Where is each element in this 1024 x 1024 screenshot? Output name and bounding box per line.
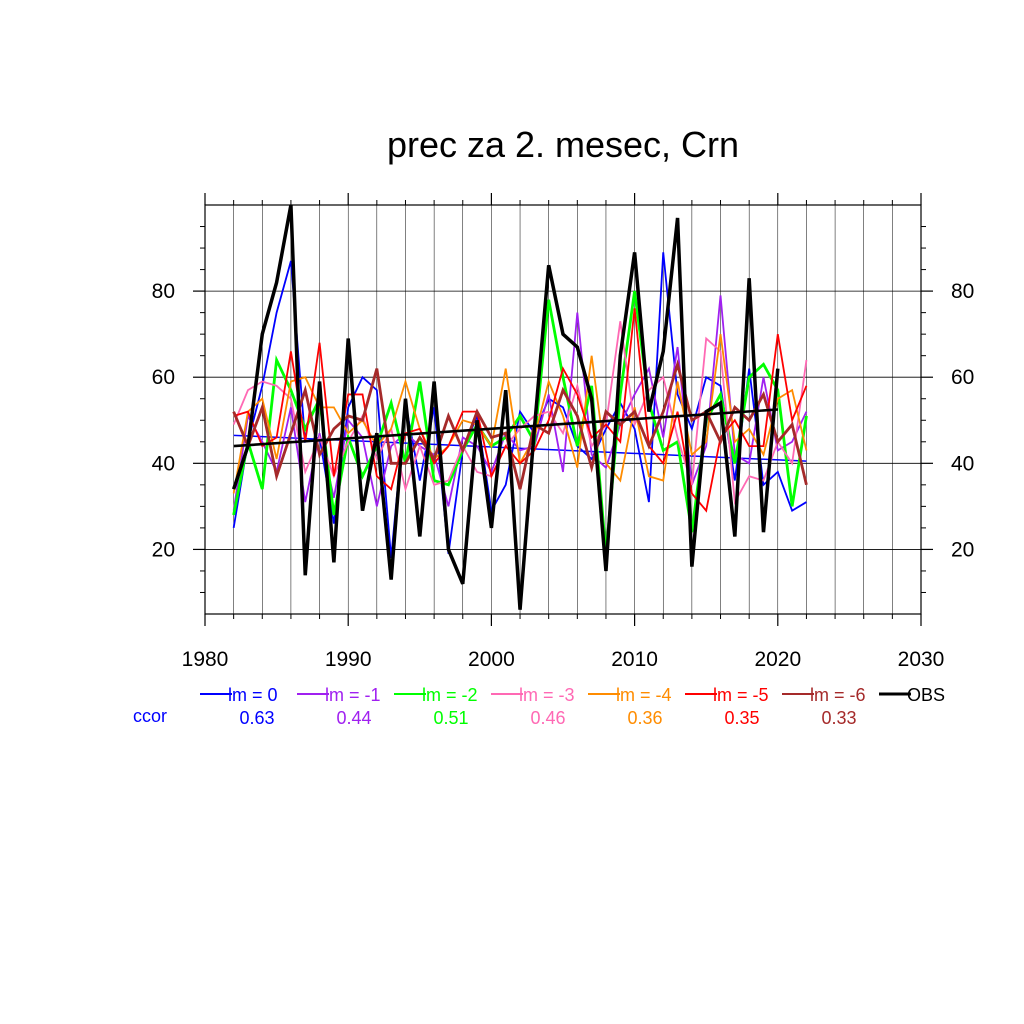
- x-tick-label: 2020: [754, 648, 801, 671]
- legend-label: OBS: [907, 685, 945, 705]
- x-tick-label: 2030: [898, 648, 945, 671]
- ccor-value: 0.51: [433, 708, 468, 728]
- legend-label: lm = -5: [713, 685, 769, 705]
- legend-label: lm = -3: [519, 685, 575, 705]
- y-tick-label: 20: [951, 538, 974, 561]
- chart-title: prec za 2. mesec, Crn: [387, 124, 739, 165]
- y-tick-label: 60: [951, 366, 974, 389]
- ccor-value: 0.36: [627, 708, 662, 728]
- y-tick-label: 60: [152, 366, 175, 389]
- series-line: [232, 359, 808, 490]
- ccor-value: 0.33: [821, 708, 856, 728]
- x-tick-label: 1980: [182, 648, 229, 671]
- series-line: [231, 204, 780, 610]
- legend-label: lm = -2: [422, 685, 478, 705]
- plot-frame: [204, 204, 922, 615]
- ccor-label: ccor: [133, 706, 167, 726]
- legend-label: lm = 0: [228, 685, 278, 705]
- series-line: [232, 321, 808, 506]
- legend-label: lm = -6: [810, 685, 866, 705]
- y-tick-label: 40: [152, 452, 175, 475]
- ccor-value: 0.44: [336, 708, 371, 728]
- y-tick-label: 20: [152, 538, 175, 561]
- y-tick-label: 80: [152, 280, 175, 303]
- ccor-value: 0.35: [724, 708, 759, 728]
- legend-label: lm = -4: [616, 685, 672, 705]
- ccor-value: 0.63: [239, 708, 274, 728]
- y-tick-label: 80: [951, 280, 974, 303]
- x-tick-label: 2000: [468, 648, 515, 671]
- x-tick-label: 2010: [611, 648, 658, 671]
- legend-label: lm = -1: [325, 685, 381, 705]
- legend: ccor lm = 0 0.63 lm = -1 0.44 lm = -2 0.51 lm =…: [133, 685, 945, 728]
- series-lines: [231, 204, 808, 610]
- series-line: [233, 308, 808, 513]
- y-tick-label: 40: [951, 452, 974, 475]
- ccor-value: 0.46: [530, 708, 565, 728]
- trend-line: [233, 408, 778, 448]
- x-tick-label: 1990: [325, 648, 372, 671]
